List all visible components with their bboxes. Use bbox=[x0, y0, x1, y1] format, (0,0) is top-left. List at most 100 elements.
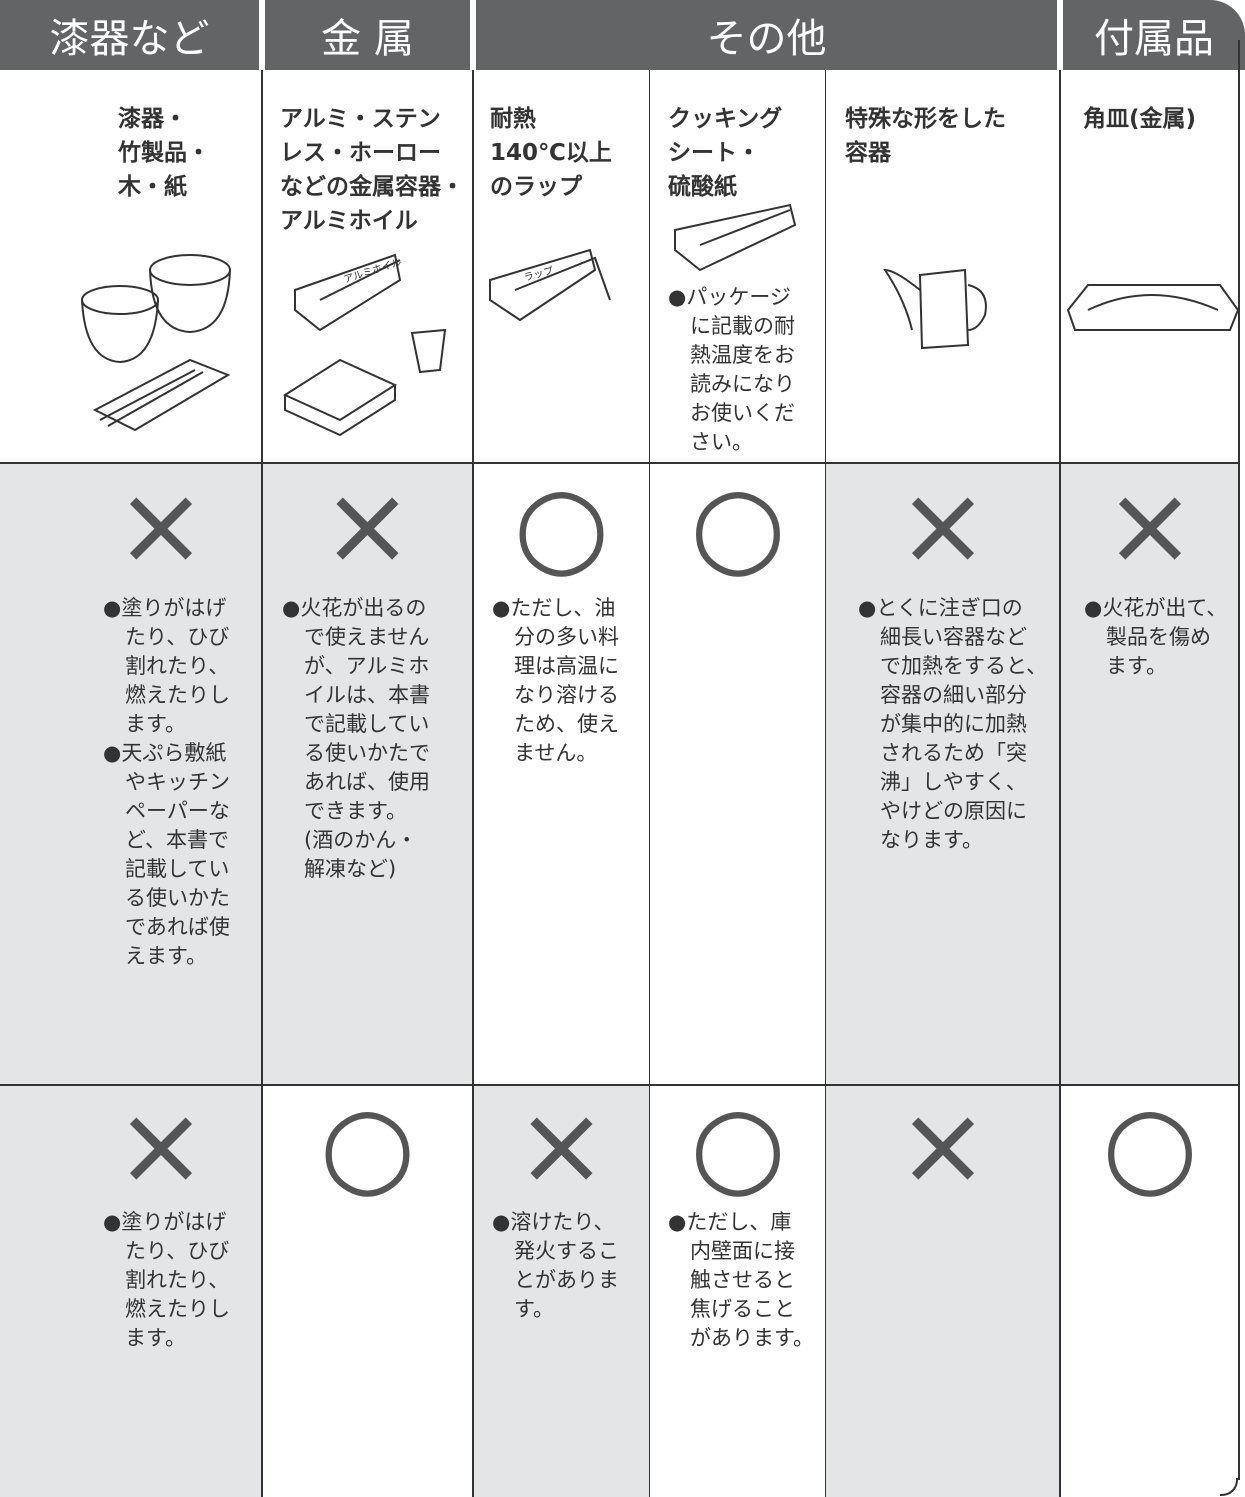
text-line: ●パッケージ bbox=[668, 285, 791, 309]
text-line: 硫酸紙 bbox=[668, 174, 737, 200]
note-paragraph: ●塗りがはげ たり、ひび 割れたり、 燃えたりし ます。 bbox=[103, 1208, 230, 1353]
usage-note: ●火花が出るの で使えません が、アルミホ イルは、本書 で記載してい る使いかたで あれば… bbox=[282, 594, 430, 884]
row-divider bbox=[0, 1084, 1240, 1086]
text-line: ●塗りがはげ bbox=[103, 596, 227, 620]
group-header: 金 属 bbox=[265, 0, 470, 70]
text-line: 内壁面に接 bbox=[690, 1239, 796, 1263]
text-line: 焦げること bbox=[690, 1297, 796, 1321]
text-line: ●天ぷら敷紙 bbox=[103, 741, 227, 765]
text-line: ため、使え bbox=[514, 712, 620, 736]
text-line: 理は高温に bbox=[514, 654, 620, 678]
note-paragraph: ●火花が出て、 製品を傷め ます。 bbox=[1084, 594, 1227, 681]
text-line: 容器の細い部分 bbox=[880, 683, 1028, 707]
usage-note: ●ただし、油 分の多い料 理は高温に なり溶ける ため、使え ません。 bbox=[492, 594, 619, 768]
column-divider bbox=[825, 70, 826, 1497]
text-line: やキッチン bbox=[125, 770, 231, 794]
usage-mark: ○ bbox=[319, 1081, 416, 1209]
note-paragraph: ●塗りがはげ たり、ひび 割れたり、 燃えたりし ます。 bbox=[103, 594, 230, 739]
text-line: 熱温度をお bbox=[690, 343, 796, 367]
usage-mark: × bbox=[896, 461, 990, 589]
text-line: ません。 bbox=[514, 741, 598, 765]
text-line: レス・ホーロー bbox=[280, 140, 441, 166]
text-line: 容器 bbox=[845, 140, 891, 166]
text-line: 木・紙 bbox=[118, 174, 187, 200]
usage-mark: ○ bbox=[1102, 1081, 1198, 1209]
note-paragraph: ●パッケージに記載の耐熱温度をお読みになりお使いください。 bbox=[668, 283, 795, 457]
cell-bg bbox=[1060, 463, 1240, 1085]
group-header: 漆器など bbox=[0, 0, 259, 70]
text-line: で加熱をすると、 bbox=[880, 654, 1048, 678]
text-line: 燃えたりし bbox=[125, 1297, 231, 1321]
text-line: たり、ひび bbox=[125, 1239, 230, 1263]
text-line: 割れたり、 bbox=[125, 1268, 230, 1292]
text-line: 燃えたりし bbox=[125, 683, 231, 707]
text-line: あれば、使用 bbox=[304, 770, 431, 794]
cell-bg bbox=[262, 463, 473, 1085]
text-line: アルミホイル bbox=[280, 208, 418, 234]
usage-mark: × bbox=[515, 1081, 608, 1209]
text-line: が集中的に加熱 bbox=[880, 712, 1028, 736]
cell-bg bbox=[473, 1085, 650, 1497]
text-line: ど、本書で bbox=[125, 828, 229, 852]
text-line: 耐熱 bbox=[490, 106, 536, 132]
text-line: お使いくだ bbox=[690, 401, 796, 425]
text-line: ●とくに注ぎ口の bbox=[858, 596, 1023, 620]
text-line: に記載の耐 bbox=[690, 314, 796, 338]
note-paragraph: ●溶けたり、発火することがあります。 bbox=[492, 1208, 619, 1324]
text-line: とがありま bbox=[514, 1268, 620, 1292]
text-line: 解凍など) bbox=[304, 857, 397, 881]
text-line: 細長い容器など bbox=[880, 625, 1028, 649]
column-divider bbox=[261, 70, 263, 1497]
text-line: シート・ bbox=[668, 140, 760, 166]
note-paragraph: ●ただし、庫 内壁面に接 触させると 焦げること があります。 bbox=[668, 1208, 814, 1353]
text-line: 製品を傷め bbox=[1106, 625, 1212, 649]
text-line: のラップ bbox=[490, 174, 582, 200]
usage-note: ●火花が出て、 製品を傷め ます。 bbox=[1084, 594, 1227, 681]
text-line: できます。 bbox=[304, 799, 407, 823]
text-line: さい。 bbox=[690, 430, 754, 454]
usage-mark: × bbox=[321, 461, 414, 589]
text-line: 記載してい bbox=[125, 857, 230, 881]
text-line: が、アルミホ bbox=[304, 654, 430, 678]
text-line: なります。 bbox=[880, 828, 983, 852]
text-line: ●火花が出るの bbox=[282, 596, 427, 620]
column-divider bbox=[649, 70, 650, 1497]
text-line: えます。 bbox=[125, 944, 207, 968]
note-paragraph: ●ただし、油 分の多い料 理は高温に なり溶ける ため、使え ません。 bbox=[492, 594, 619, 768]
usage-mark: ○ bbox=[690, 461, 786, 589]
item-name: アルミ・ステン レス・ホーロー などの金属容器・ アルミホイル bbox=[280, 102, 464, 238]
text-line: やけどの原因に bbox=[880, 799, 1028, 823]
text-line: されるため「突 bbox=[880, 741, 1028, 765]
usage-note: ●ただし、庫 内壁面に接 触させると 焦げること があります。 bbox=[668, 1208, 814, 1353]
usage-note: ●塗りがはげ たり、ひび 割れたり、 燃えたりし ます。 ●天ぷら敷紙 やキッチン ペーパーな… bbox=[103, 594, 230, 971]
cell-bg bbox=[0, 463, 262, 1085]
text-line: なり溶ける bbox=[514, 683, 620, 707]
usage-note: ●とくに注ぎ口の細長い容器など で加熱をすると、 容器の細い部分 が集中的に加熱 される… bbox=[858, 594, 1047, 855]
usage-note: ●溶けたり、発火することがあります。 bbox=[492, 1208, 619, 1324]
text-line: ●溶けたり、 bbox=[492, 1210, 615, 1234]
row-divider bbox=[0, 462, 1240, 464]
text-line: 発火するこ bbox=[514, 1239, 620, 1263]
usage-mark: ○ bbox=[513, 461, 610, 589]
text-line: イルは、本書 bbox=[304, 683, 431, 707]
group-header: その他 bbox=[476, 0, 1057, 70]
item-name: 角皿(金属) bbox=[1083, 102, 1196, 136]
text-line: アルミ・ステン bbox=[280, 106, 441, 132]
text-line: クッキング bbox=[668, 106, 783, 132]
text-line: で記載してい bbox=[304, 712, 430, 736]
text-line: 割れたり、 bbox=[125, 654, 230, 678]
text-line: る使いかた bbox=[125, 886, 231, 910]
table-border bbox=[1238, 40, 1240, 1480]
usage-mark: × bbox=[896, 1081, 990, 1209]
text-line: があります。 bbox=[690, 1326, 814, 1350]
text-line: す。 bbox=[514, 1297, 554, 1321]
text-line: 読みになり bbox=[690, 372, 796, 396]
usage-note: ●塗りがはげ たり、ひび 割れたり、 燃えたりし ます。 bbox=[103, 1208, 230, 1353]
note-paragraph: ●とくに注ぎ口の細長い容器など で加熱をすると、 容器の細い部分 が集中的に加熱 される… bbox=[858, 594, 1047, 855]
text-line: 特殊な形をした bbox=[845, 106, 1006, 132]
text-line: 竹製品・ bbox=[118, 140, 210, 166]
item-name: クッキングシート・硫酸紙 bbox=[668, 102, 782, 204]
text-line: などの金属容器・ bbox=[280, 174, 464, 200]
